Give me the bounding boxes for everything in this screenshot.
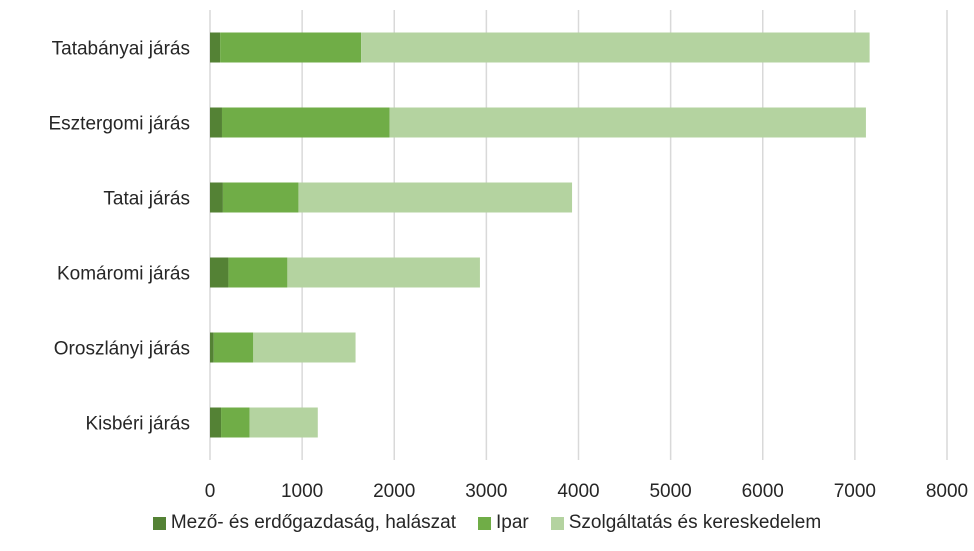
x-tick-label-7000: 7000 — [834, 481, 876, 502]
bar-0-series-0 — [210, 32, 221, 63]
x-tick-label-1000: 1000 — [281, 481, 323, 502]
bars — [210, 32, 870, 438]
x-tick-label-8000: 8000 — [926, 481, 968, 502]
legend-swatch-mezo — [152, 516, 166, 530]
bar-3-series-0 — [210, 257, 229, 288]
legend: Mező- és erdőgazdaság, halászat Ipar Szo… — [0, 512, 974, 534]
bar-3-series-1 — [228, 257, 288, 288]
legend-label-szolgaltatas: Szolgáltatás és kereskedelem — [568, 512, 822, 533]
category-label-0: Tatabányai járás — [52, 39, 190, 60]
legend-item-mezo: Mező- és erdőgazdaság, halászat — [152, 512, 456, 534]
bar-0-series-1 — [220, 32, 362, 63]
bar-4-series-0 — [210, 332, 214, 363]
x-tick-labels: 0 1000 2000 3000 4000 5000 6000 7000 8000 — [205, 481, 968, 502]
gridlines — [209, 10, 948, 460]
bar-5-series-2 — [249, 407, 318, 438]
x-tick-label-6000: 6000 — [742, 481, 784, 502]
bar-2-series-2 — [298, 182, 573, 213]
bar-1-series-0 — [210, 107, 222, 138]
category-label-1: Esztergomi járás — [49, 114, 191, 135]
legend-item-ipar: Ipar — [478, 512, 529, 534]
category-label-3: Komáromi járás — [57, 264, 190, 285]
x-tick-label-4000: 4000 — [557, 481, 599, 502]
legend-swatch-szolgaltatas — [550, 516, 564, 530]
bar-5-series-0 — [210, 407, 222, 438]
bar-4-series-1 — [213, 332, 254, 363]
legend-item-szolgaltatas: Szolgáltatás és kereskedelem — [550, 512, 822, 534]
bar-2-series-0 — [210, 182, 223, 213]
category-label-5: Kisbéri járás — [85, 414, 190, 435]
x-tick-label-3000: 3000 — [465, 481, 507, 502]
stacked-bar-chart: Tatabányai járás Esztergomi járás Tatai já… — [49, 10, 968, 502]
bar-3-series-2 — [287, 257, 480, 288]
x-tick-label-0: 0 — [205, 481, 216, 502]
category-label-2: Tatai járás — [103, 189, 190, 210]
bar-1-series-1 — [221, 107, 390, 138]
x-tick-label-2000: 2000 — [373, 481, 415, 502]
bar-5-series-1 — [221, 407, 250, 438]
legend-label-mezo: Mező- és erdőgazdaság, halászat — [170, 512, 456, 533]
bar-4-series-2 — [253, 332, 356, 363]
category-labels: Tatabányai járás Esztergomi járás Tatai já… — [49, 39, 191, 435]
bar-1-series-2 — [389, 107, 866, 138]
legend-swatch-ipar — [478, 516, 491, 530]
legend-label-ipar: Ipar — [496, 512, 529, 533]
category-label-4: Oroszlányi járás — [54, 339, 190, 360]
bar-2-series-1 — [222, 182, 299, 213]
bar-0-series-2 — [361, 32, 870, 63]
x-tick-label-5000: 5000 — [649, 481, 691, 502]
